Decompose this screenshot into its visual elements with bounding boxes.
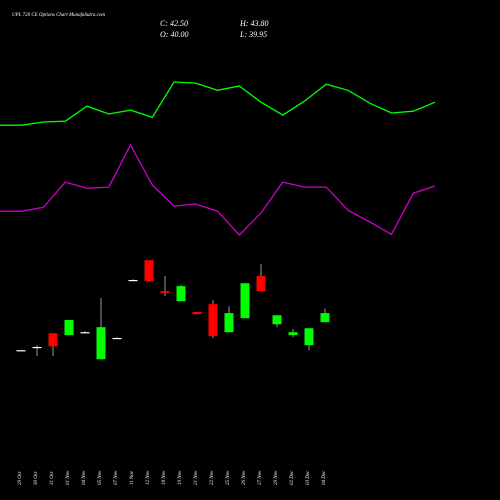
x-tick-label: 04 Nov bbox=[82, 470, 87, 485]
x-tick-label: 31 Oct bbox=[50, 471, 55, 485]
candle-body bbox=[48, 333, 58, 347]
x-tick-label: 25 Nov bbox=[226, 470, 231, 485]
ohlc-label: L: 39.95 bbox=[239, 30, 267, 39]
candle-body bbox=[240, 283, 250, 319]
indicator-line bbox=[0, 143, 436, 236]
x-tick-label: 18 Nov bbox=[162, 470, 167, 485]
candle-body bbox=[224, 313, 234, 333]
candle-body bbox=[96, 327, 106, 360]
x-tick-label: 26 Nov bbox=[242, 470, 247, 485]
x-tick-label: 29 Nov bbox=[274, 470, 279, 485]
candle-body bbox=[128, 280, 138, 282]
x-tick-label: 03 Dec bbox=[306, 470, 311, 485]
chart-title: UPL 720 CE Options Chart MunafaSutra.com bbox=[12, 13, 105, 18]
candle-body bbox=[32, 346, 42, 349]
x-tick-label: 19 Nov bbox=[178, 470, 183, 485]
candle-body bbox=[112, 337, 122, 340]
ohlc-label: O: 40.00 bbox=[160, 30, 188, 39]
x-tick-label: 05 Nov bbox=[98, 470, 103, 485]
candle-body bbox=[80, 332, 90, 334]
candle-body bbox=[144, 260, 154, 282]
x-tick-label: 11 Nov bbox=[130, 470, 135, 485]
ohlc-label: H: 43.80 bbox=[239, 19, 268, 28]
x-tick-label: 12 Nov bbox=[146, 470, 151, 485]
candle-body bbox=[16, 350, 26, 352]
candle-body bbox=[192, 312, 202, 315]
x-tick-label: 29 Oct bbox=[18, 471, 23, 485]
indicator-line bbox=[0, 81, 436, 126]
candle-body bbox=[320, 313, 330, 323]
x-tick-label: 21 Nov bbox=[194, 470, 199, 485]
candle-body bbox=[272, 315, 282, 325]
x-tick-label: 30 Oct bbox=[34, 471, 39, 485]
candle-body bbox=[208, 304, 218, 337]
x-tick-label: 22 Nov bbox=[210, 470, 215, 485]
candle-body bbox=[64, 319, 74, 336]
candle-body bbox=[176, 286, 186, 302]
x-tick-label: 27 Nov bbox=[258, 470, 263, 485]
candle-body bbox=[288, 332, 298, 336]
x-tick-label: 04 Dec bbox=[322, 470, 327, 485]
x-tick-label: 07 Nov bbox=[114, 470, 119, 485]
x-tick-label: 01 Nov bbox=[66, 470, 71, 485]
candle-body bbox=[304, 328, 314, 346]
ohlc-label: C: 42.50 bbox=[160, 19, 188, 28]
candle-body bbox=[160, 291, 170, 293]
x-tick-label: 02 Dec bbox=[290, 470, 295, 485]
candle-body bbox=[256, 276, 266, 292]
